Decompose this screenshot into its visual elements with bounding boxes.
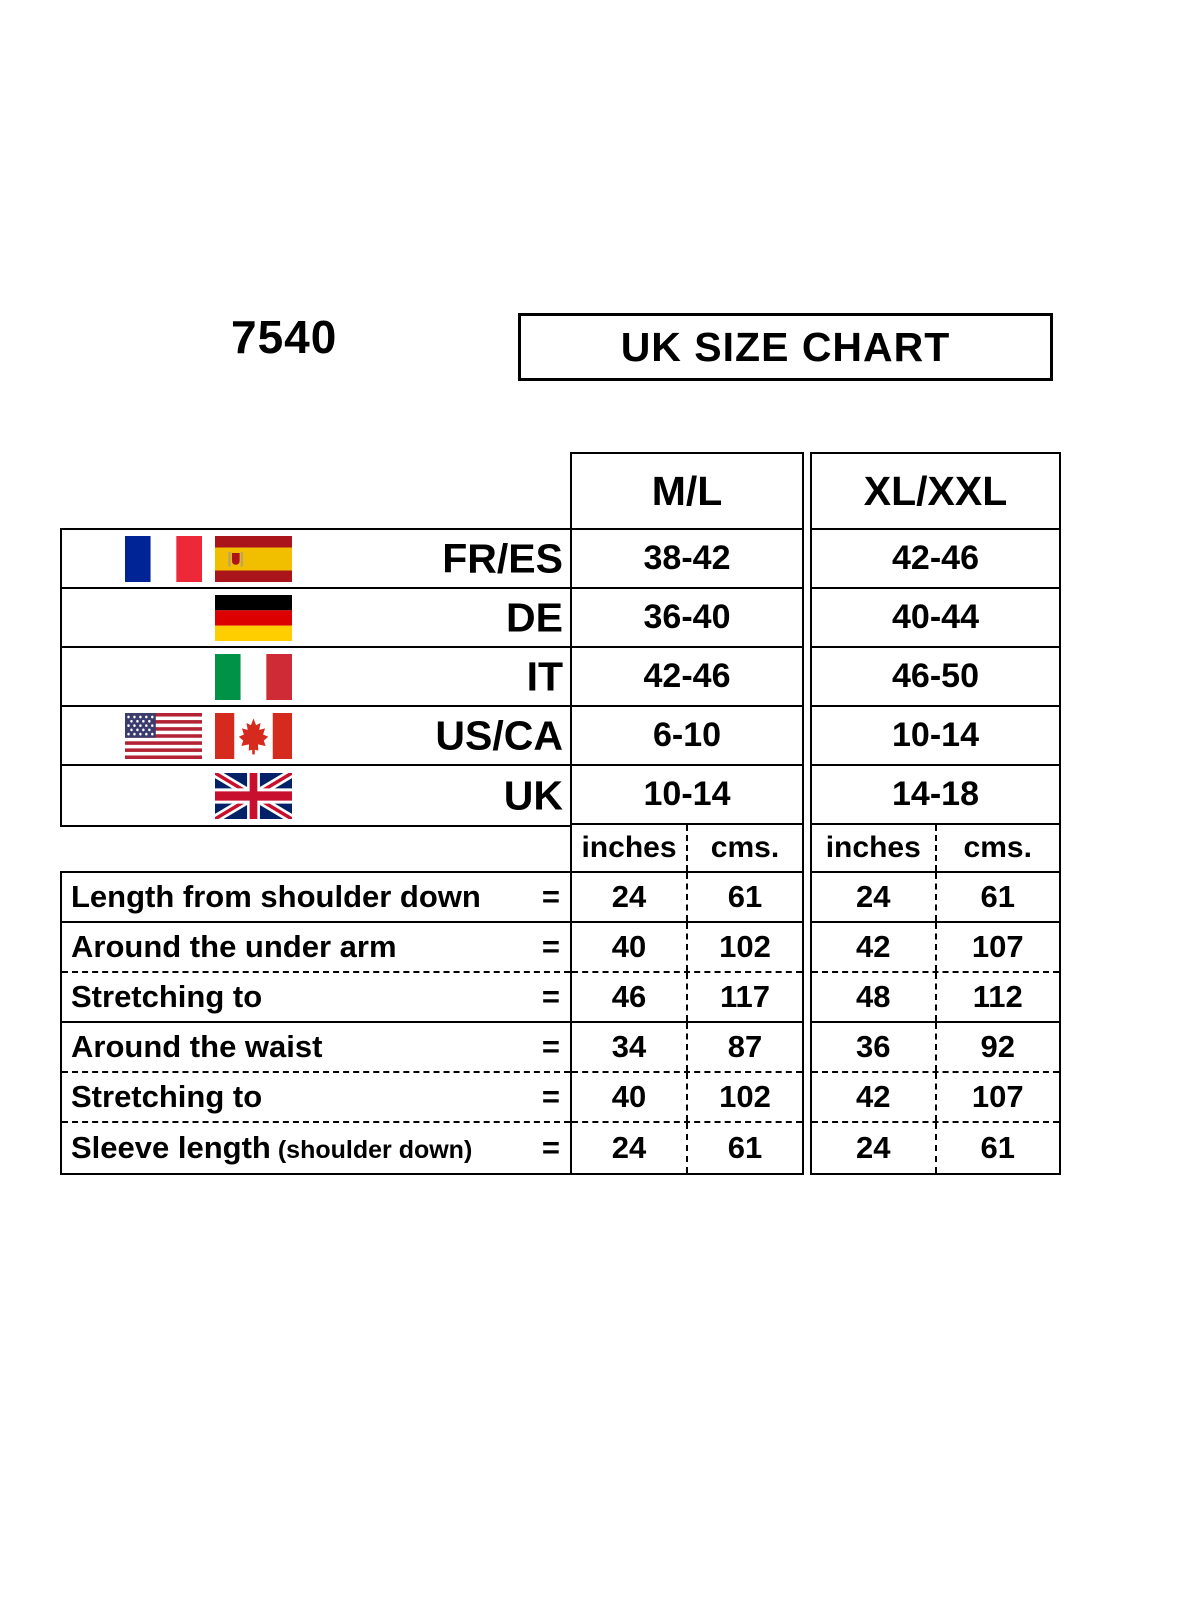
equals-sign: = bbox=[541, 1029, 560, 1064]
title-box: UK SIZE CHART bbox=[518, 313, 1053, 381]
measure-cell: 24 61 bbox=[572, 1123, 802, 1173]
region-label-de: DE bbox=[506, 594, 563, 640]
size-cell-uk-xl: 14-18 bbox=[812, 766, 1059, 825]
page-title: UK SIZE CHART bbox=[620, 323, 951, 370]
value-cell: 112 bbox=[972, 979, 1023, 1014]
size-cell-us-ca-xl: 10-14 bbox=[812, 707, 1059, 766]
size-cell-fr-es-ml: 38-42 bbox=[572, 530, 802, 589]
measurement-row: Length from shoulder down = bbox=[62, 873, 570, 923]
value-cell: 24 bbox=[812, 1123, 937, 1173]
product-code: 7540 bbox=[231, 311, 338, 363]
measurements-table: Length from shoulder down = Around the u… bbox=[60, 871, 570, 1175]
value-cell: 24 bbox=[812, 873, 937, 921]
measurement-row: Stretching to = bbox=[62, 973, 570, 1023]
germany-flag-icon bbox=[215, 594, 292, 641]
measurement-label: Length from shoulder down bbox=[71, 879, 481, 914]
value-cell: 107 bbox=[971, 929, 1024, 964]
size-cell-de-ml: 36-40 bbox=[572, 589, 802, 648]
equals-sign: = bbox=[541, 1130, 560, 1165]
measurement-label: Sleeve length bbox=[71, 1130, 271, 1165]
value-cell: 34 bbox=[572, 1023, 688, 1071]
region-row-us-ca: US/CA bbox=[62, 707, 570, 766]
region-label-it: IT bbox=[526, 653, 563, 699]
measurement-label: Around the under arm bbox=[71, 929, 397, 964]
region-label-fr-es: FR/ES bbox=[442, 535, 563, 581]
units-inches-label: inches bbox=[812, 825, 937, 871]
value-cell: 42 bbox=[812, 923, 937, 971]
measure-cell: 48 112 bbox=[812, 973, 1059, 1023]
equals-sign: = bbox=[541, 879, 560, 914]
region-label-us-ca: US/CA bbox=[435, 712, 563, 758]
value-cell: 61 bbox=[727, 879, 763, 914]
units-row-ml: inches cms. bbox=[572, 825, 802, 873]
region-row-de: DE bbox=[62, 589, 570, 648]
value-cell: 117 bbox=[719, 979, 770, 1014]
spain-flag-icon bbox=[215, 535, 292, 582]
measurement-row: Around the waist = bbox=[62, 1023, 570, 1073]
units-cms-label: cms. bbox=[963, 831, 1032, 864]
value-cell: 42 bbox=[812, 1073, 937, 1121]
usa-flag-icon bbox=[125, 712, 202, 759]
value-cell: 102 bbox=[719, 929, 771, 964]
canada-flag-icon bbox=[215, 712, 292, 759]
measurement-label: Stretching to bbox=[71, 979, 263, 1014]
measurement-row: Stretching to = bbox=[62, 1073, 570, 1123]
units-row-xl: inches cms. bbox=[812, 825, 1059, 873]
measurement-label: Around the waist bbox=[71, 1029, 323, 1064]
size-column-xl-xxl: XL/XXL 42-46 40-44 46-50 10-14 14-18 inc… bbox=[810, 452, 1061, 1175]
column-header-xl-xxl: XL/XXL bbox=[812, 454, 1059, 530]
equals-sign: = bbox=[541, 929, 560, 964]
size-cell-fr-es-xl: 42-46 bbox=[812, 530, 1059, 589]
column-header-ml: M/L bbox=[572, 454, 802, 530]
value-cell: 46 bbox=[572, 973, 688, 1021]
value-cell: 107 bbox=[971, 1079, 1024, 1114]
value-cell: 40 bbox=[572, 1073, 688, 1121]
size-cell-us-ca-ml: 6-10 bbox=[572, 707, 802, 766]
measure-cell: 40 102 bbox=[572, 923, 802, 973]
size-cell-de-xl: 40-44 bbox=[812, 589, 1059, 648]
measurement-row: Around the under arm = bbox=[62, 923, 570, 973]
value-cell: 24 bbox=[572, 1123, 688, 1173]
measure-cell: 24 61 bbox=[572, 873, 802, 923]
value-cell: 48 bbox=[812, 973, 937, 1021]
size-cell-it-ml: 42-46 bbox=[572, 648, 802, 707]
value-cell: 40 bbox=[572, 923, 688, 971]
measure-cell: 24 61 bbox=[812, 873, 1059, 923]
size-cell-it-xl: 46-50 bbox=[812, 648, 1059, 707]
size-column-ml: M/L 38-42 36-40 42-46 6-10 10-14 inches … bbox=[570, 452, 804, 1175]
equals-sign: = bbox=[541, 1079, 560, 1114]
value-cell: 61 bbox=[980, 879, 1015, 914]
value-cell: 24 bbox=[572, 873, 688, 921]
units-cms-label: cms. bbox=[710, 831, 780, 864]
value-cell: 92 bbox=[980, 1029, 1015, 1064]
measure-cell: 24 61 bbox=[812, 1123, 1059, 1173]
measure-cell: 34 87 bbox=[572, 1023, 802, 1073]
regions-table: FR/ES DE IT US/CA bbox=[60, 528, 570, 827]
value-cell: 61 bbox=[980, 1130, 1015, 1165]
measure-cell: 40 102 bbox=[572, 1073, 802, 1123]
measure-cell: 46 117 bbox=[572, 973, 802, 1023]
value-cell: 36 bbox=[812, 1023, 937, 1071]
measure-cell: 36 92 bbox=[812, 1023, 1059, 1073]
measurement-label-note: (shoulder down) bbox=[277, 1136, 473, 1164]
italy-flag-icon bbox=[215, 653, 292, 700]
region-label-uk: UK bbox=[503, 772, 563, 818]
size-cell-uk-ml: 10-14 bbox=[572, 766, 802, 825]
region-row-uk: UK bbox=[62, 766, 570, 825]
units-inches-label: inches bbox=[572, 825, 688, 871]
value-cell: 102 bbox=[719, 1079, 771, 1114]
equals-sign: = bbox=[541, 979, 560, 1014]
region-row-fr-es: FR/ES bbox=[62, 530, 570, 589]
uk-flag-icon bbox=[215, 772, 292, 819]
measure-cell: 42 107 bbox=[812, 1073, 1059, 1123]
value-cell: 87 bbox=[727, 1029, 763, 1064]
value-cell: 61 bbox=[727, 1130, 763, 1165]
measure-cell: 42 107 bbox=[812, 923, 1059, 973]
france-flag-icon bbox=[125, 535, 202, 582]
measurement-row: Sleeve length (shoulder down) = bbox=[62, 1123, 570, 1173]
measurement-label: Stretching to bbox=[71, 1079, 263, 1114]
region-row-it: IT bbox=[62, 648, 570, 707]
